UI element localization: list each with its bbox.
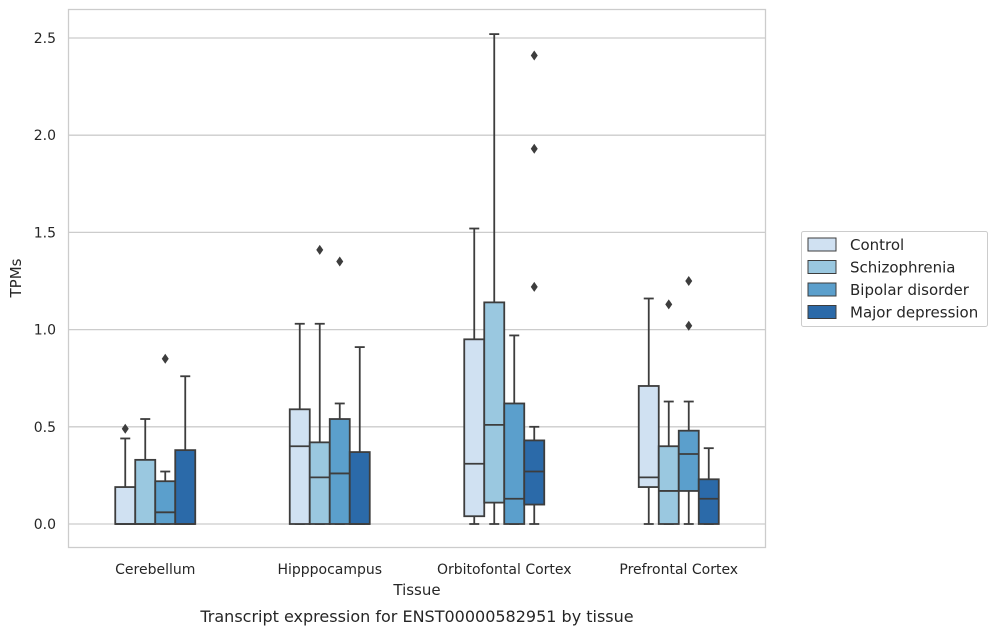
x-tick-label: Cerebellum — [115, 562, 195, 578]
legend: Control Schizophrenia Bipolar disorder Majo… — [801, 231, 988, 327]
box — [463, 227, 486, 525]
x-axis-label: Tissue — [392, 581, 440, 599]
outlier-point — [530, 281, 538, 292]
y-axis-label: TPMs — [7, 258, 25, 298]
outlier-point — [336, 256, 344, 267]
legend-swatch — [807, 305, 837, 319]
y-tick-label: 1.5 — [34, 225, 56, 241]
box-body — [463, 338, 486, 518]
box-body — [697, 478, 720, 525]
y-tick-label: 1.0 — [34, 323, 56, 339]
box-body — [134, 458, 157, 525]
y-tick-label: 0.5 — [34, 420, 56, 436]
x-tick-label: Hipppocampus — [277, 562, 382, 578]
box — [483, 33, 506, 525]
y-axis-ticks: 0.0 0.5 1.0 1.5 2.0 2.5 — [34, 31, 56, 533]
series-control — [114, 227, 660, 525]
chart-caption: Transcript expression for ENST0000058295… — [199, 607, 633, 626]
legend-label: Schizophrenia — [850, 259, 955, 277]
outlier-point — [685, 320, 693, 331]
x-tick-label: Prefrontal Cortex — [619, 562, 738, 578]
outlier-point — [665, 299, 673, 310]
y-tick-label: 2.0 — [34, 128, 56, 144]
box-body — [503, 402, 526, 525]
outlier-point — [530, 50, 538, 61]
series-schizophrenia — [134, 33, 680, 525]
box-body — [114, 486, 137, 525]
box-body — [483, 301, 506, 504]
box-body — [657, 445, 680, 525]
outlier-point — [121, 423, 129, 434]
box — [288, 322, 311, 525]
box-body — [174, 449, 197, 525]
x-axis-ticks: Cerebellum Hipppocampus Orbitofontal Corte… — [115, 562, 738, 578]
outlier-point — [161, 353, 169, 364]
box-body — [308, 441, 331, 525]
outlier-point — [316, 244, 324, 255]
outlier-point — [530, 143, 538, 154]
box-body — [348, 451, 371, 525]
legend-label: Bipolar disorder — [850, 281, 970, 299]
box — [114, 423, 137, 525]
box — [308, 244, 331, 525]
legend-label: Control — [850, 236, 904, 254]
box — [348, 346, 371, 525]
y-tick-label: 0.0 — [34, 517, 56, 533]
box — [677, 276, 700, 525]
series-major-depression — [174, 50, 720, 525]
outlier-point — [685, 276, 693, 286]
box-body — [637, 385, 660, 488]
box-body — [328, 418, 351, 525]
legend-swatch — [807, 282, 837, 297]
plot-frame — [67, 8, 767, 549]
box-body — [677, 429, 700, 492]
box — [523, 50, 546, 525]
box — [328, 256, 351, 525]
legend-swatch — [807, 260, 837, 274]
box-body — [523, 439, 546, 506]
box-body — [154, 480, 177, 525]
series-bipolar-disorder — [154, 256, 700, 525]
y-tick-label: 2.5 — [34, 31, 56, 47]
legend-swatch — [807, 237, 837, 252]
box — [134, 418, 157, 525]
box-plot-series — [114, 33, 720, 525]
box — [637, 297, 660, 525]
box — [154, 353, 177, 525]
box-body — [288, 408, 311, 525]
box — [657, 299, 680, 525]
legend-label: Major depression — [850, 304, 978, 322]
x-tick-label: Orbitofontal Cortex — [437, 562, 572, 578]
box — [697, 447, 720, 525]
box — [503, 334, 526, 525]
legend-frame — [801, 231, 988, 327]
box — [174, 375, 197, 525]
